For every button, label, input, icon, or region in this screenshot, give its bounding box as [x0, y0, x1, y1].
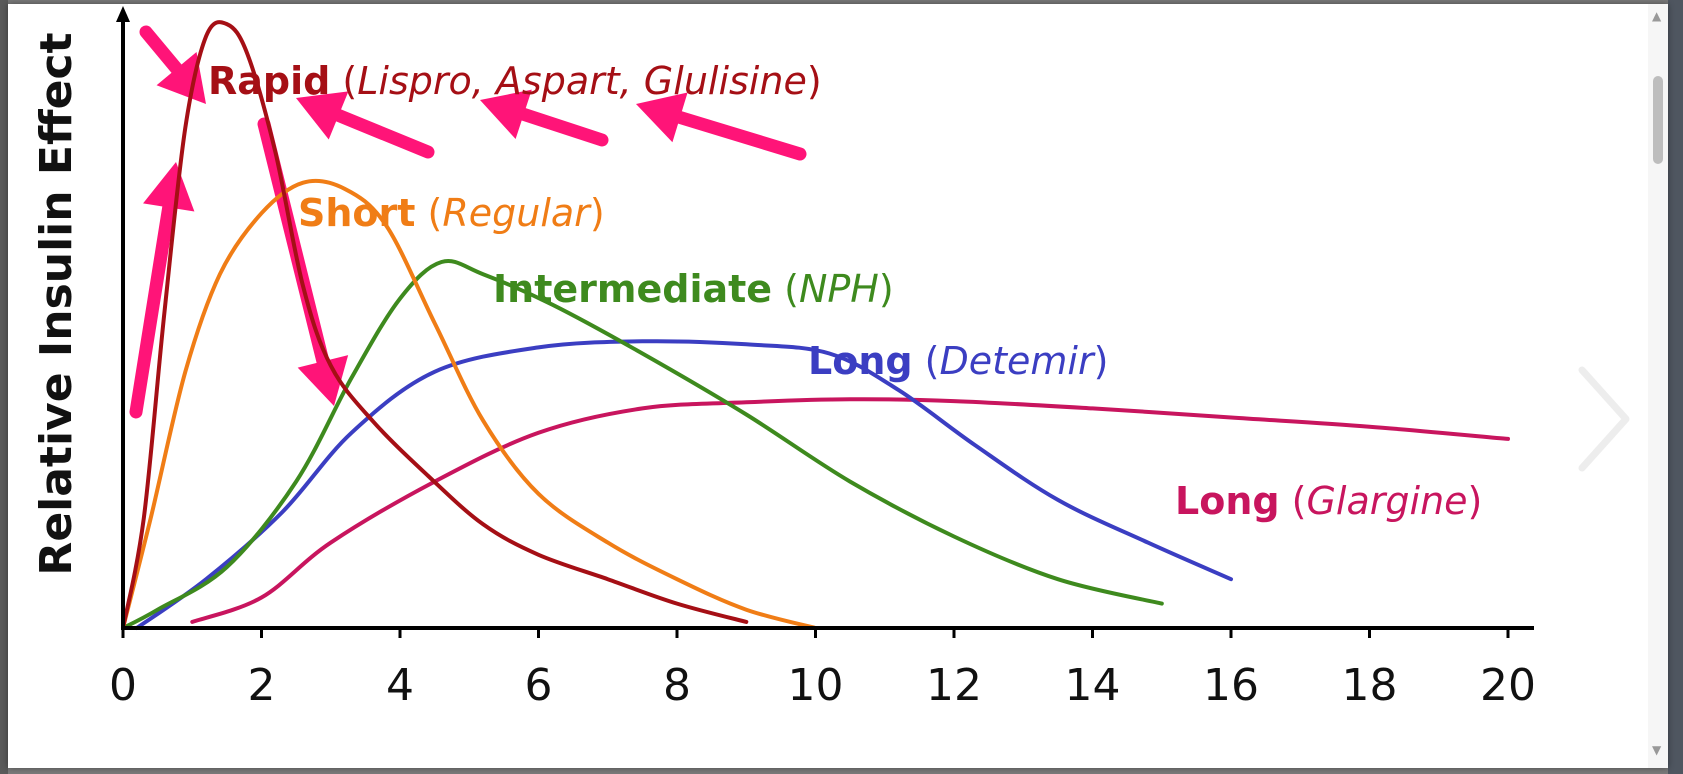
x-tick-label: 16	[1203, 660, 1259, 711]
series-label-rapid-open-paren: (	[330, 59, 357, 103]
pink-emphasis-arrow-icon	[636, 92, 807, 161]
arrow-shaft	[139, 25, 184, 76]
series-layer	[121, 20, 1510, 630]
series-label-glargine-close-paren: )	[1468, 479, 1483, 523]
x-axis-ticks: 0 2 4 6 8 10 12 14 16 18 20	[109, 628, 1536, 711]
y-axis-label: Relative Insulin Effect	[31, 32, 82, 575]
backdrop-strip-left	[0, 0, 8, 774]
x-tick-label: 10	[788, 660, 844, 711]
axes	[116, 6, 1534, 630]
series-label-detemir: Long (Detemir)	[808, 339, 1108, 383]
scrollbar-thumb[interactable]	[1653, 76, 1663, 164]
series-label-intermediate-name: Intermediate	[493, 267, 772, 311]
annotation-arrows-layer	[129, 25, 807, 419]
series-label-short-brands: Regular	[442, 191, 592, 235]
x-tick-label: 0	[109, 660, 137, 711]
pink-emphasis-arrow-icon	[296, 91, 435, 159]
scroll-up-arrow-icon[interactable]: ▲	[1652, 9, 1662, 23]
series-label-glargine: Long (Glargine)	[1175, 479, 1482, 523]
x-tick-label: 2	[248, 660, 276, 711]
series-label-intermediate-close-paren: )	[879, 267, 894, 311]
series-label-short-close-paren: )	[590, 191, 605, 235]
series-label-short-open-paren: (	[415, 191, 442, 235]
arrow-shaft	[129, 200, 176, 419]
series-label-intermediate-open-paren: (	[772, 267, 799, 311]
backdrop-strip-right	[1668, 0, 1683, 774]
arrow-head	[480, 89, 532, 140]
x-tick-label: 14	[1065, 660, 1121, 711]
series-line-intermediate	[121, 259, 1164, 630]
series-label-rapid-close-paren: )	[807, 59, 822, 103]
series-label-detemir-name: Long	[808, 339, 913, 383]
series-line-short	[121, 178, 818, 630]
arrow-shaft	[673, 110, 807, 161]
pink-emphasis-arrow-icon	[129, 162, 195, 419]
arrow-head	[636, 92, 688, 143]
series-line-rapid	[121, 20, 749, 630]
series-label-intermediate: Intermediate (NPH)	[493, 267, 894, 311]
series-line-glargine	[190, 397, 1510, 624]
arrow-head	[297, 355, 349, 406]
image-viewer-modal: 0 2 4 6 8 10 12 14 16 18 20 Relative Insulin Effec…	[8, 4, 1668, 768]
insulin-chart: 0 2 4 6 8 10 12 14 16 18 20 Relative Insulin Effec…	[31, 6, 1536, 711]
y-axis-arrowhead	[116, 6, 130, 22]
series-label-rapid-brands: Lispro, Aspart, Glulisine	[357, 59, 807, 103]
vertical-scrollbar[interactable]: ▲ ▼	[1648, 4, 1668, 768]
scroll-down-arrow-icon[interactable]: ▼	[1652, 743, 1662, 757]
arrow-shaft	[332, 108, 435, 159]
series-label-glargine-name: Long	[1175, 479, 1280, 523]
x-tick-label: 20	[1480, 660, 1536, 711]
series-label-short-name: Short	[298, 191, 415, 235]
x-tick-label: 8	[663, 660, 691, 711]
x-tick-label: 6	[525, 660, 553, 711]
x-tick-label: 12	[926, 660, 982, 711]
series-label-rapid-name: Rapid	[208, 59, 330, 103]
series-label-intermediate-brands: NPH	[799, 267, 879, 311]
series-label-glargine-open-paren: (	[1280, 479, 1307, 523]
arrow-shaft	[517, 107, 609, 147]
series-label-detemir-brands: Detemir	[939, 339, 1095, 383]
x-tick-label: 18	[1342, 660, 1398, 711]
arrow-head	[143, 162, 195, 212]
series-label-detemir-close-paren: )	[1094, 339, 1109, 383]
series-label-glargine-brands: Glargine	[1306, 479, 1467, 523]
series-line-detemir	[134, 339, 1233, 630]
series-labels: Rapid (Lispro, Aspart, Glulisine) Short …	[208, 59, 1482, 523]
series-label-detemir-open-paren: (	[913, 339, 940, 383]
x-tick-label: 4	[386, 660, 414, 711]
series-label-short: Short (Regular)	[298, 191, 605, 235]
series-label-rapid: Rapid (Lispro, Aspart, Glulisine)	[208, 59, 822, 103]
next-image-chevron-icon[interactable]	[1574, 364, 1634, 474]
pink-emphasis-arrow-icon	[480, 89, 609, 147]
arrow-head	[296, 91, 349, 140]
